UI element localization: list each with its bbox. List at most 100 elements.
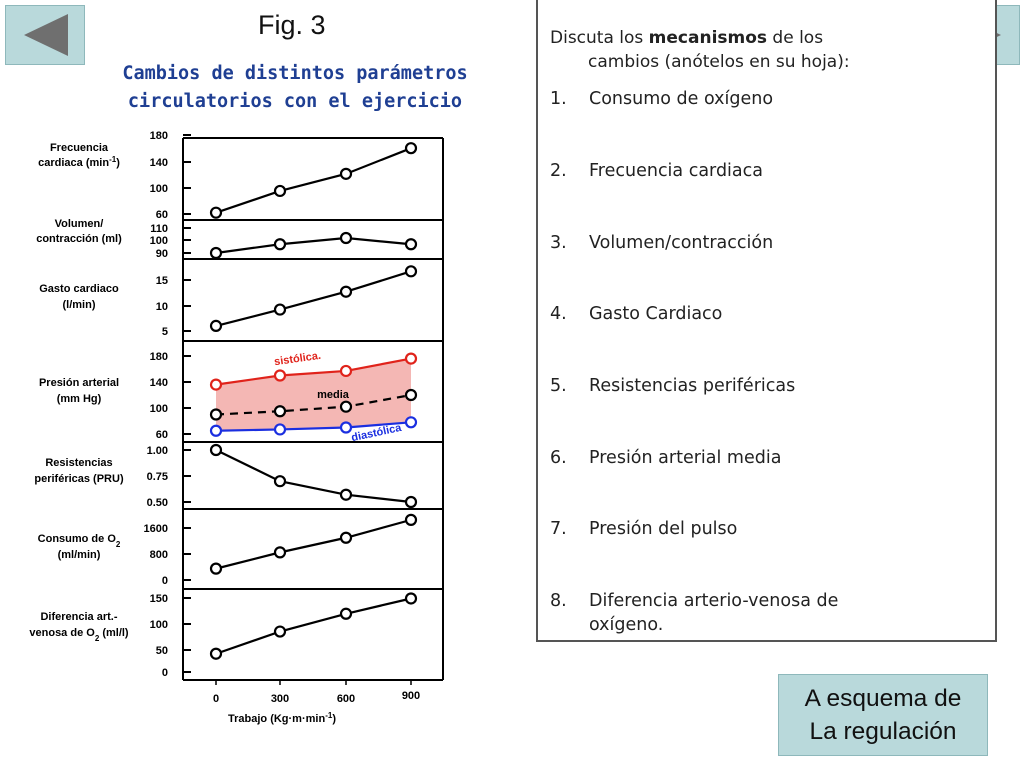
panel-label-line-1: Gasto cardiaco <box>39 283 119 295</box>
y-tick-label: 140 <box>150 157 168 169</box>
series-line <box>215 597 412 655</box>
regulation-scheme-link[interactable]: A esquema de La regulación <box>778 674 988 756</box>
list-item: 4. Gasto Cardiaco <box>550 302 970 326</box>
list-item-text: Presión del pulso <box>589 519 738 539</box>
list-item-text: Diferencia arterio-venosa de oxígeno. <box>589 591 839 635</box>
series-line <box>215 518 412 570</box>
y-tick-label: 0 <box>162 575 168 587</box>
y-tick-label: 100 <box>150 619 168 631</box>
data-point <box>273 423 287 436</box>
data-point <box>273 475 287 488</box>
list-item: 7. Presión del pulso <box>550 517 970 541</box>
data-point <box>404 142 418 155</box>
y-tick-label: 50 <box>156 645 168 657</box>
panel-label-line-2: cardiaca (min-1) <box>38 155 120 170</box>
intro-line-2: cambios (anótelos en su hoja): <box>588 52 850 72</box>
panel-label-line-2: (ml/min) <box>58 549 101 561</box>
y-tick-label: 15 <box>156 275 168 287</box>
series-line <box>215 236 412 255</box>
list-item-number: 8. <box>550 591 567 611</box>
y-tick-label: 100 <box>150 235 168 247</box>
list-item: 5. Resistencias periféricas <box>550 374 970 398</box>
data-point <box>339 231 353 245</box>
data-point <box>404 238 418 251</box>
list-item-text: Volumen/contracción <box>589 233 774 253</box>
discussion-panel: Discuta los mecanismos de los cambios (a… <box>536 0 997 642</box>
y-tick-label: 90 <box>156 248 168 260</box>
list-item-text: Presión arterial media <box>589 448 782 468</box>
figure-title-line-1: Cambios de distintos parámetros <box>122 63 468 84</box>
panel-label-line-2: contracción (ml) <box>36 233 122 245</box>
x-tick-label: 300 <box>271 693 289 705</box>
x-tick-label: 0 <box>213 693 219 705</box>
series-label-sistolica: sistólica. <box>273 350 321 368</box>
figure-title-line-2: circulatorios con el ejercicio <box>127 91 463 112</box>
y-tick-label: 800 <box>150 549 168 561</box>
data-point <box>209 206 223 219</box>
panel-label-line-1: Diferencia art.- <box>40 611 117 623</box>
data-point <box>273 303 287 316</box>
data-point <box>273 238 287 251</box>
panel-label-line-1: Presión arterial <box>39 377 119 389</box>
intro-text-end: de los <box>767 28 824 48</box>
data-point <box>209 562 223 575</box>
y-tick-label: 140 <box>150 377 168 389</box>
list-item-text: Resistencias periféricas <box>589 376 796 396</box>
data-point <box>273 546 287 559</box>
x-axis-label: Trabajo (Kg·m·min-1) <box>228 711 336 726</box>
data-point <box>209 319 223 332</box>
list-item-number: 6. <box>550 448 567 468</box>
data-point <box>339 531 353 544</box>
link-line-2: La regulación <box>809 718 957 745</box>
list-item-number: 4. <box>550 304 567 324</box>
x-tick-label: 600 <box>337 693 355 705</box>
series-line <box>215 449 412 504</box>
data-point <box>404 495 418 509</box>
data-point <box>209 246 223 260</box>
y-tick-label: 1600 <box>144 523 168 535</box>
data-point <box>273 625 287 638</box>
data-point <box>339 421 353 434</box>
panel-label-line-2: (l/min) <box>63 299 96 311</box>
data-point <box>404 388 418 402</box>
data-point <box>339 400 353 413</box>
y-tick-label: 0.75 <box>147 471 168 483</box>
data-point <box>339 488 353 501</box>
data-point <box>404 592 418 605</box>
list-item-text: Consumo de oxígeno <box>589 89 774 109</box>
y-tick-label: 1.00 <box>147 445 168 457</box>
data-point <box>209 443 223 457</box>
panel-label-line-1: Resistencias <box>45 457 112 469</box>
panel-label-line-2: (mm Hg) <box>57 393 102 405</box>
y-tick-label: 60 <box>156 429 168 441</box>
list-item-number: 3. <box>550 233 567 253</box>
series-line <box>215 421 412 432</box>
y-tick-label: 5 <box>162 326 168 338</box>
list-item: 1. Consumo de oxígeno <box>550 87 970 111</box>
data-point <box>209 424 223 437</box>
list-item-number: 7. <box>550 519 567 539</box>
y-tick-label: 100 <box>150 403 168 415</box>
series-line <box>215 357 412 386</box>
panel-label-line-1: Consumo de O2 <box>38 533 121 549</box>
list-item-number: 5. <box>550 376 567 396</box>
y-tick-label: 60 <box>156 209 168 221</box>
figure-label: Fig. 3 <box>258 10 326 40</box>
data-point <box>404 513 418 526</box>
data-point <box>339 364 353 378</box>
y-tick-label: 110 <box>150 223 168 235</box>
list-item: 6. Presión arterial media <box>550 446 970 470</box>
data-point <box>209 408 223 421</box>
list-item-number: 2. <box>550 161 567 181</box>
link-line-1: A esquema de <box>804 685 962 712</box>
series-line <box>215 270 412 327</box>
y-tick-label: 180 <box>150 130 168 142</box>
data-point <box>209 378 223 391</box>
list-item-text: Frecuencia cardiaca <box>589 161 763 181</box>
series-line <box>215 393 412 416</box>
panel-label-line-1: Frecuencia <box>50 142 109 154</box>
previous-slide-button[interactable] <box>5 5 85 65</box>
panel-label-line-2: periféricas (PRU) <box>34 473 124 485</box>
y-tick-label: 150 <box>150 593 168 605</box>
